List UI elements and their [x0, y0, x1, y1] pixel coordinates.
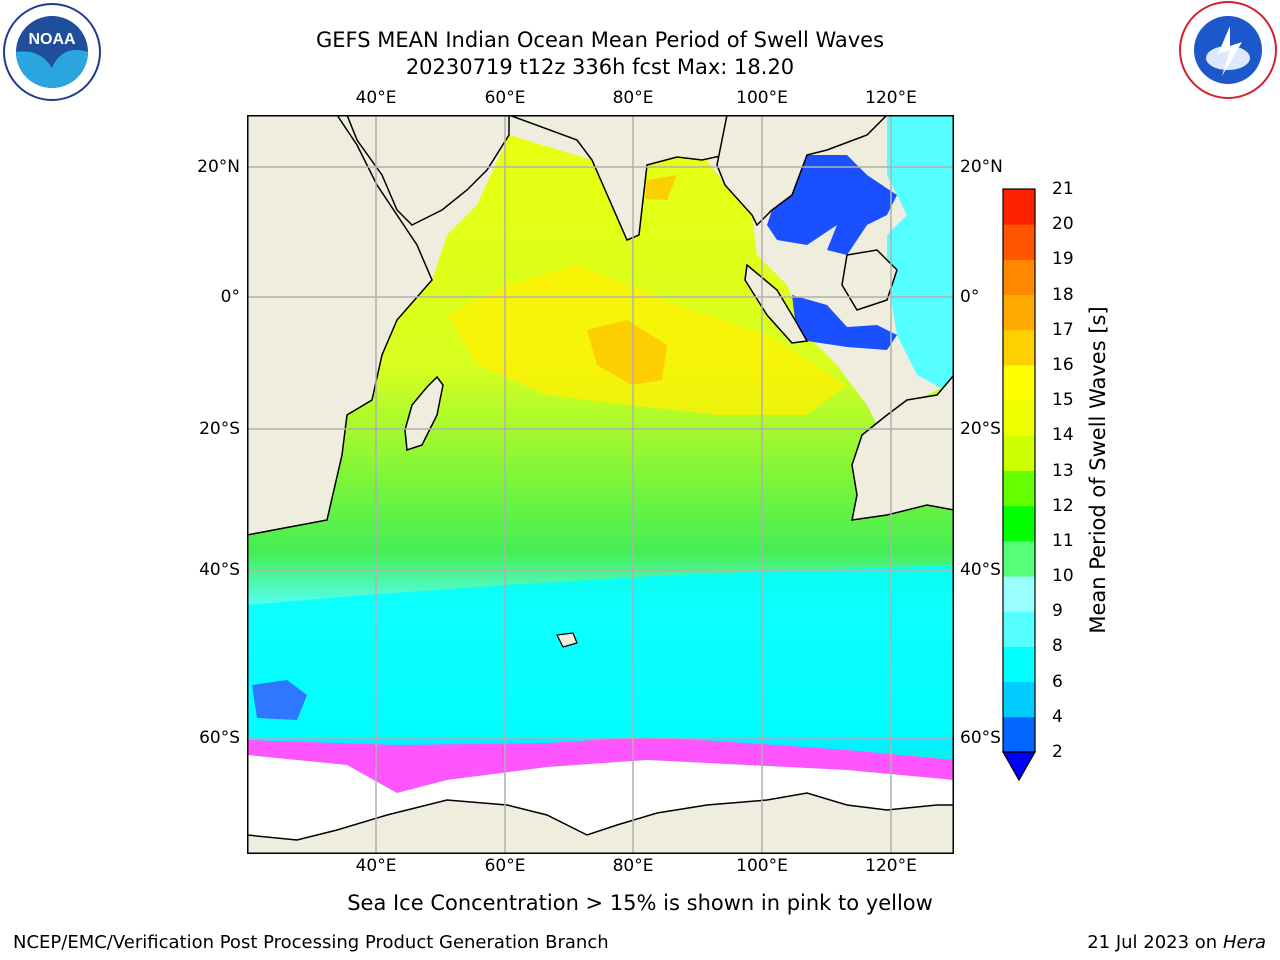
- lat-tick-left: 0°: [220, 287, 240, 307]
- lat-tick-right: 0°: [960, 287, 980, 307]
- colorbar-tick: 17: [1052, 319, 1074, 340]
- land-arabia: [346, 115, 510, 226]
- colorbar-swatch: [1003, 364, 1035, 401]
- colorbar-swatches: [1003, 189, 1035, 753]
- colorbar-frame: [1002, 188, 1036, 753]
- machine-name: Hera: [1222, 932, 1266, 953]
- graticule: [247, 115, 954, 854]
- colorbar-tick: 13: [1052, 460, 1074, 481]
- colorbar-swatch: [1003, 189, 1035, 225]
- lat-tick-left: 60°S: [199, 728, 240, 748]
- low-period-area: [767, 155, 897, 255]
- lon-tick-top: 120°E: [865, 88, 917, 108]
- colorbar-tick: 6: [1052, 671, 1063, 692]
- noaa-logo-text: NOAA: [28, 31, 76, 48]
- colorbar-swatch: [1003, 294, 1035, 331]
- lon-tick-top: 80°E: [612, 88, 654, 108]
- low-period-area-south: [792, 295, 897, 350]
- lon-tick-bottom: 120°E: [865, 856, 917, 876]
- colorbar-tick: 18: [1052, 284, 1074, 305]
- colorbar-tick: 21: [1052, 179, 1074, 199]
- map-panel: [247, 115, 954, 854]
- colorbar-tick: 20: [1052, 214, 1074, 235]
- colorbar-extend-arrow: [1001, 751, 1037, 782]
- sea-ice-edge: [247, 737, 954, 793]
- colorbar-swatch: [1003, 716, 1035, 753]
- date-stamp: 21 Jul 2023 on Hera: [1087, 932, 1266, 953]
- max-period-core: [587, 320, 667, 385]
- land-madagascar: [404, 375, 444, 452]
- lon-tick-bottom: 80°E: [612, 856, 654, 876]
- colorbar-tick: 15: [1052, 390, 1074, 411]
- colorbar-swatch: [1003, 576, 1035, 612]
- lat-tick-right: 40°S: [960, 560, 1001, 580]
- colorbar-swatch: [1003, 681, 1035, 718]
- page-title: GEFS MEAN Indian Ocean Mean Period of Sw…: [315, 28, 885, 52]
- colorbar-tick: 16: [1052, 354, 1074, 375]
- colorbar-tick: 14: [1052, 425, 1074, 446]
- land-africa: [247, 115, 433, 536]
- forecast-subtitle: 20230719 t12z 336h fcst Max: 18.20: [405, 55, 795, 79]
- colorbar-swatch: [1003, 435, 1035, 471]
- colorbar-tick: 12: [1052, 495, 1074, 516]
- low-period-patch-sw: [252, 680, 307, 720]
- land-antarctica: [247, 792, 954, 854]
- colorbar-swatch: [1003, 470, 1035, 507]
- pacific-cyan: [887, 115, 954, 395]
- lat-tick-right: 60°S: [960, 728, 1001, 748]
- lat-tick-left: 20°S: [199, 419, 240, 439]
- land-kerguelen: [556, 632, 578, 648]
- map-frame: [247, 115, 954, 854]
- date-text: 21 Jul 2023 on: [1087, 932, 1218, 953]
- land-sumatra: [744, 263, 809, 344]
- nws-logo: [1178, 0, 1278, 100]
- colorbar-swatch: [1003, 259, 1035, 296]
- southern-cyan-band: [247, 565, 954, 740]
- colorbar: [1001, 188, 1037, 782]
- lat-tick-right: 20°N: [960, 157, 1003, 177]
- colorbar-tick: 8: [1052, 636, 1063, 657]
- colorbar-swatch: [1003, 400, 1035, 436]
- colorbar-tick: 19: [1052, 249, 1074, 270]
- lat-tick-left: 20°N: [197, 157, 240, 177]
- lat-tick-right: 20°S: [960, 419, 1001, 439]
- lon-tick-bottom: 100°E: [736, 856, 788, 876]
- land-se-asia: [716, 115, 889, 227]
- lat-tick-left: 40°S: [199, 560, 240, 580]
- colorbar-swatch: [1003, 540, 1035, 577]
- colorbar-tick: 4: [1052, 706, 1063, 727]
- land-borneo: [841, 249, 898, 311]
- colorbar-tick: 10: [1052, 566, 1074, 587]
- lon-tick-top: 40°E: [355, 88, 397, 108]
- colorbar-label: Mean Period of Swell Waves [s]: [1086, 306, 1110, 634]
- colorbar-tick: 11: [1052, 530, 1074, 551]
- lon-tick-bottom: 60°E: [484, 856, 526, 876]
- lon-tick-bottom: 40°E: [355, 856, 397, 876]
- lon-tick-top: 60°E: [484, 88, 526, 108]
- colorbar-tick: 2: [1052, 742, 1063, 762]
- colorbar-swatch: [1003, 505, 1035, 542]
- noaa-logo: NOAA: [2, 2, 102, 102]
- colorbar-swatch: [1003, 611, 1035, 647]
- credit-text: NCEP/EMC/Verification Post Processing Pr…: [13, 932, 609, 953]
- land-australia: [851, 373, 954, 521]
- colorbar-swatch: [1003, 329, 1035, 366]
- colorbar-tick: 9: [1052, 601, 1063, 622]
- high-period-patch: [645, 175, 677, 200]
- sea-ice-note: Sea Ice Concentration > 15% is shown in …: [347, 891, 933, 915]
- lon-tick-top: 100°E: [736, 88, 788, 108]
- colorbar-swatch: [1003, 224, 1035, 260]
- colorbar-swatch: [1003, 646, 1035, 683]
